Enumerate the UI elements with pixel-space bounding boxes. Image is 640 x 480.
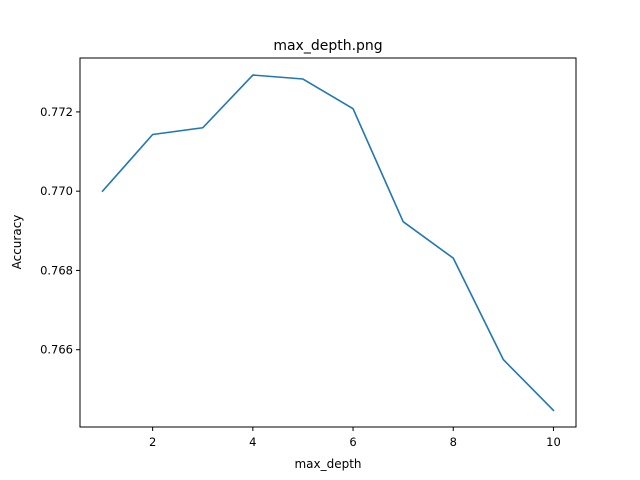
x-tick-label: 10 (546, 435, 561, 449)
chart-title: max_depth.png (273, 38, 382, 54)
accuracy-series-line (101, 74, 555, 412)
y-axis-label: Accuracy (10, 215, 24, 270)
x-tick-label: 2 (149, 435, 156, 449)
x-axis-label: max_depth (294, 457, 361, 471)
y-axis-ticks: 0.766 0.768 0.770 0.772 (40, 105, 80, 357)
x-axis-ticks: 2 4 6 8 10 (149, 427, 561, 449)
x-tick-label: 6 (349, 435, 356, 449)
x-tick-label: 4 (249, 435, 256, 449)
series-layer (101, 74, 555, 412)
y-tick-label: 0.766 (40, 343, 73, 357)
y-tick-label: 0.770 (40, 184, 73, 198)
y-tick-label: 0.768 (40, 263, 73, 277)
plot-frame (79, 57, 577, 428)
x-tick-label: 8 (450, 435, 457, 449)
y-tick-label: 0.772 (40, 105, 73, 119)
